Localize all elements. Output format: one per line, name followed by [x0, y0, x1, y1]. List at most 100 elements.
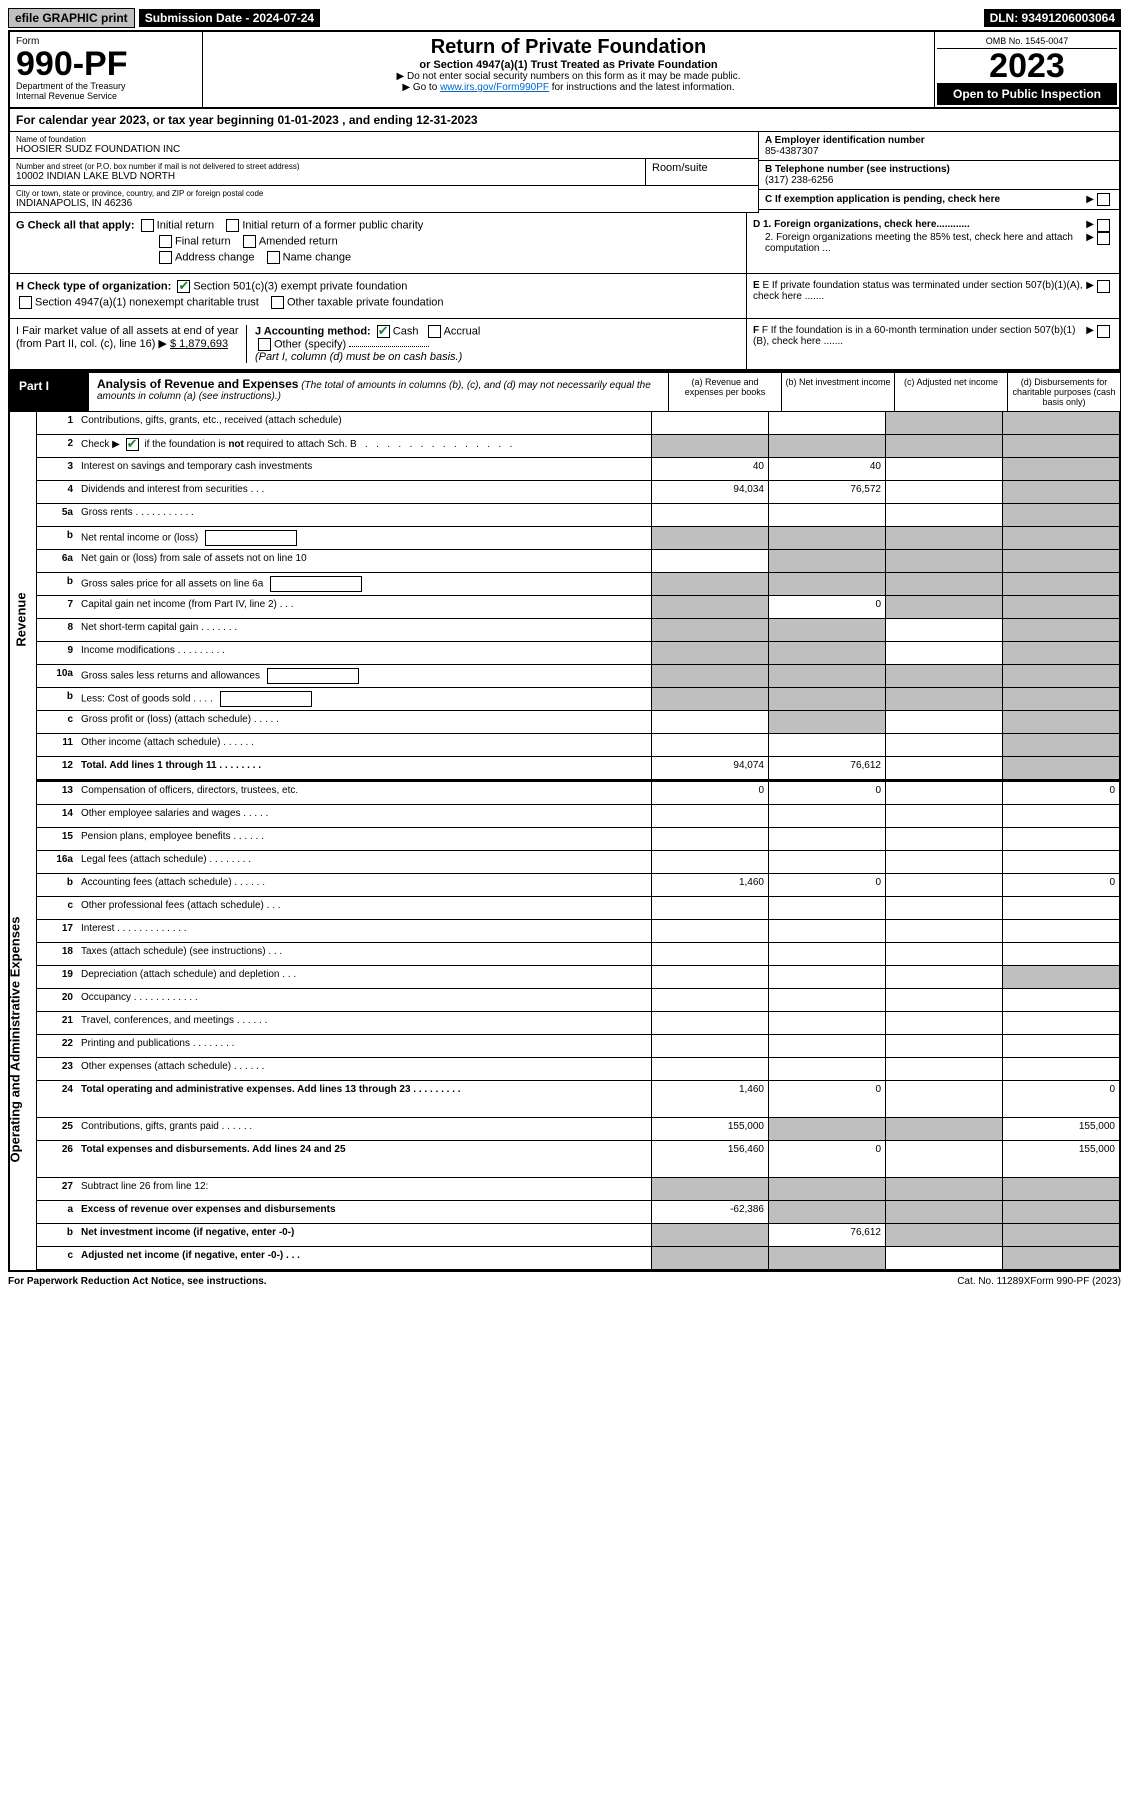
irs-link[interactable]: www.irs.gov/Form990PF [440, 82, 549, 93]
cell-col-d [1002, 989, 1119, 1011]
efile-print-button[interactable]: efile GRAPHIC print [8, 8, 135, 28]
cell-col-c [885, 828, 1002, 850]
paperwork-notice: For Paperwork Reduction Act Notice, see … [8, 1276, 957, 1287]
sub-input[interactable] [267, 668, 359, 684]
line-description: Other expenses (attach schedule) . . . .… [77, 1058, 651, 1080]
cell-col-d [1002, 897, 1119, 919]
initial-former-checkbox[interactable] [226, 219, 239, 232]
cell-col-d [1002, 504, 1119, 526]
line-description: Other professional fees (attach schedule… [77, 897, 651, 919]
cell-col-d [1002, 1178, 1119, 1200]
cell-col-b [768, 573, 885, 595]
cell-col-a [651, 435, 768, 457]
f-checkbox[interactable] [1097, 325, 1110, 338]
cell-col-a [651, 943, 768, 965]
line-number: 15 [37, 828, 77, 850]
d1-checkbox[interactable] [1097, 219, 1110, 232]
col-d-header: (d) Disbursements for charitable purpose… [1007, 373, 1120, 411]
sub-input[interactable] [220, 691, 312, 707]
line-description: Travel, conferences, and meetings . . . … [77, 1012, 651, 1034]
cell-col-b [768, 504, 885, 526]
cell-col-c [885, 596, 1002, 618]
accrual-checkbox[interactable] [428, 325, 441, 338]
cash-checkbox[interactable] [377, 325, 390, 338]
cell-col-a: 1,460 [651, 1081, 768, 1117]
cell-col-b: 0 [768, 874, 885, 896]
cell-col-a: 0 [651, 782, 768, 804]
address-change-checkbox[interactable] [159, 251, 172, 264]
cell-col-b [768, 1247, 885, 1269]
line-description: Gross profit or (loss) (attach schedule)… [77, 711, 651, 733]
line-number: 27 [37, 1178, 77, 1200]
cell-col-b: 0 [768, 1141, 885, 1177]
cell-col-d: 155,000 [1002, 1141, 1119, 1177]
line-description: Check ▶ if the foundation is not require… [77, 435, 651, 457]
cell-col-b [768, 734, 885, 756]
section-e: E E If private foundation status was ter… [746, 274, 1119, 319]
line-number: 26 [37, 1141, 77, 1177]
phone-value: (317) 238-6256 [765, 175, 1113, 186]
line-description: Contributions, gifts, grants paid . . . … [77, 1118, 651, 1140]
cell-col-a: 94,034 [651, 481, 768, 503]
section-f: F F If the foundation is in a 60-month t… [746, 319, 1119, 369]
sub-input[interactable] [270, 576, 362, 592]
cell-col-c [885, 966, 1002, 988]
cell-col-a [651, 897, 768, 919]
section-c-checkbox[interactable] [1097, 193, 1110, 206]
cell-col-a [651, 1035, 768, 1057]
phone-label: B Telephone number (see instructions) [765, 164, 1113, 175]
cell-col-d [1002, 1012, 1119, 1034]
form-id-box: Form 990-PF Department of the Treasury I… [10, 32, 203, 107]
tax-year: 2023 [937, 49, 1117, 83]
cell-col-a: 40 [651, 458, 768, 480]
line-number: 3 [37, 458, 77, 480]
final-return-checkbox[interactable] [159, 235, 172, 248]
e-checkbox[interactable] [1097, 280, 1110, 293]
cell-col-d [1002, 550, 1119, 572]
cell-col-a [651, 1247, 768, 1269]
submission-date: Submission Date - 2024-07-24 [139, 9, 320, 27]
cell-col-b [768, 989, 885, 1011]
cell-col-b: 0 [768, 782, 885, 804]
line-description: Net short-term capital gain . . . . . . … [77, 619, 651, 641]
cell-col-b: 40 [768, 458, 885, 480]
cell-col-a [651, 1058, 768, 1080]
amended-return-checkbox[interactable] [243, 235, 256, 248]
cell-col-a [651, 1224, 768, 1246]
line-number: 20 [37, 989, 77, 1011]
sub-input[interactable] [205, 530, 297, 546]
line-number: b [37, 874, 77, 896]
line-number: 25 [37, 1118, 77, 1140]
line-description: Net investment income (if negative, ente… [77, 1224, 651, 1246]
d2-checkbox[interactable] [1097, 232, 1110, 245]
section-h: H Check type of organization: Section 50… [10, 274, 746, 319]
line-description: Occupancy . . . . . . . . . . . . [77, 989, 651, 1011]
cell-col-d: 155,000 [1002, 1118, 1119, 1140]
4947-checkbox[interactable] [19, 296, 32, 309]
cell-col-a [651, 504, 768, 526]
cell-col-d [1002, 1201, 1119, 1223]
cell-col-b: 76,612 [768, 1224, 885, 1246]
dln-label: DLN: 93491206003064 [984, 9, 1121, 27]
cell-col-c [885, 757, 1002, 779]
cell-col-c [885, 665, 1002, 687]
line-description: Gross rents . . . . . . . . . . . [77, 504, 651, 526]
name-change-checkbox[interactable] [267, 251, 280, 264]
address-label: Number and street (or P.O. box number if… [16, 162, 639, 171]
schb-checkbox[interactable] [126, 438, 139, 451]
cat-number: Cat. No. 11289X [957, 1276, 1030, 1287]
501c3-checkbox[interactable] [177, 280, 190, 293]
line-description: Taxes (attach schedule) (see instruction… [77, 943, 651, 965]
cell-col-c [885, 619, 1002, 641]
cell-col-a: 1,460 [651, 874, 768, 896]
section-d: D 1. Foreign organizations, check here..… [746, 213, 1119, 274]
initial-return-checkbox[interactable] [141, 219, 154, 232]
line-description: Depreciation (attach schedule) and deple… [77, 966, 651, 988]
line-number: 19 [37, 966, 77, 988]
other-taxable-checkbox[interactable] [271, 296, 284, 309]
other-method-checkbox[interactable] [258, 338, 271, 351]
form-footer-id: Form 990-PF (2023) [1030, 1276, 1121, 1287]
line-description: Income modifications . . . . . . . . . [77, 642, 651, 664]
cell-col-a [651, 1012, 768, 1034]
line-description: Interest . . . . . . . . . . . . . [77, 920, 651, 942]
